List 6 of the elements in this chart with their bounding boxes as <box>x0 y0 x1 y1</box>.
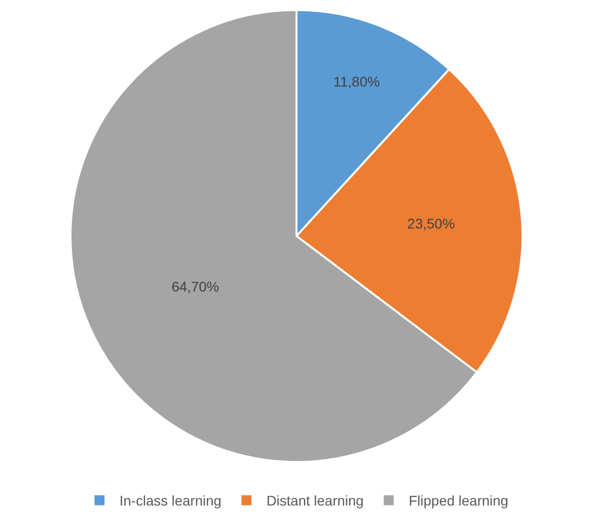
legend-label: In-class learning <box>120 492 222 509</box>
data-label: 64,70% <box>172 278 220 294</box>
data-label: 11,80% <box>333 73 380 90</box>
legend-label: Flipped learning <box>408 492 508 509</box>
legend-label: Distant learning <box>266 492 364 509</box>
data-label: 23,50% <box>407 216 455 232</box>
